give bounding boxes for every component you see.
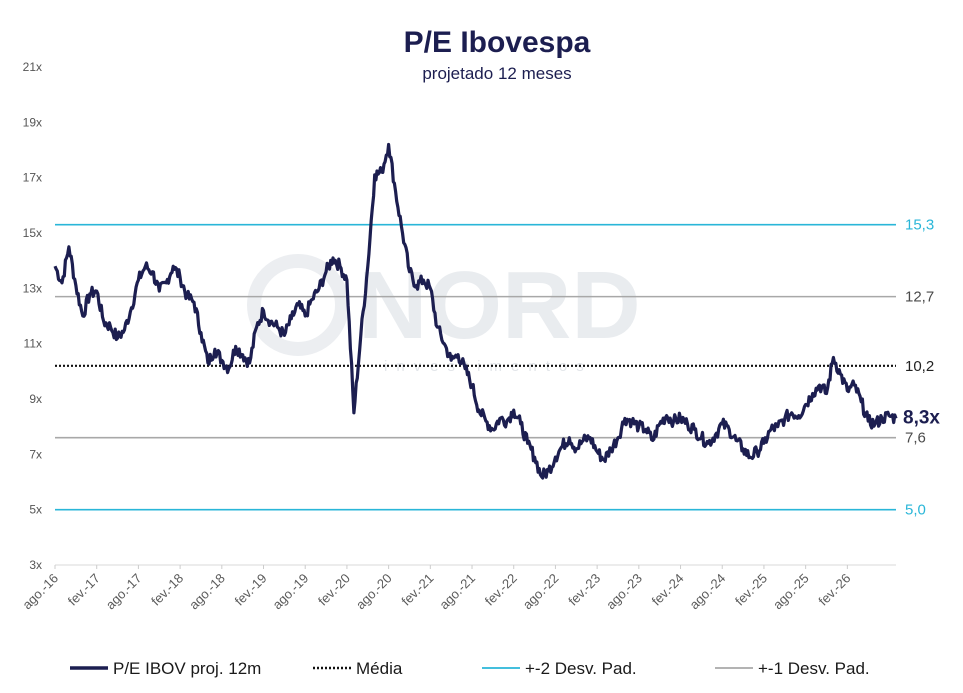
x-tick-label: fev.-23	[565, 571, 603, 609]
y-tick-label: 11x	[24, 337, 42, 351]
legend-label: P/E IBOV proj. 12m	[113, 659, 261, 678]
y-tick-label: 9x	[29, 392, 42, 406]
x-tick-label: ago.-24	[687, 571, 729, 613]
series-layer: 8,3x	[53, 142, 940, 480]
y-tick-label: 19x	[23, 115, 42, 129]
y-tick-label: 13x	[23, 281, 42, 295]
legend-label: Média	[356, 659, 403, 678]
y-tick-label: 5x	[29, 503, 42, 517]
series-line	[53, 142, 898, 480]
y-tick-label: 17x	[23, 171, 42, 185]
x-tick-label: ago.-25	[770, 571, 812, 613]
x-tick-label: fev.-17	[65, 571, 103, 609]
x-tick-label: fev.-22	[482, 571, 520, 609]
x-tick-label: fev.-20	[315, 571, 353, 609]
legend-label: +-1 Desv. Pad.	[758, 659, 870, 678]
x-tick-label: ago.-16	[19, 571, 61, 613]
watermark-logo-icon	[247, 254, 349, 356]
y-tick-label: 7x	[29, 447, 42, 461]
x-tick-label: ago.-18	[186, 571, 228, 613]
x-tick-label: fev.-19	[232, 571, 270, 609]
x-tick-label: fev.-25	[732, 571, 770, 609]
x-tick-label: fev.-24	[649, 571, 687, 609]
x-axis: ago.-16 fev.-17 ago.-17 fev.-18 ago.-18 fev.-…	[19, 564, 896, 613]
last-value-label: 8,3x	[903, 407, 940, 428]
y-tick-label: 15x	[23, 226, 42, 240]
reference-lines: 15,3 12,7 10,2 7,6 5,0	[55, 217, 934, 519]
x-tick-label: ago.-21	[436, 571, 478, 613]
y-tick-label: 3x	[29, 558, 42, 572]
reference-line-label: 10,2	[905, 358, 934, 375]
x-tick-label: fev.-18	[148, 571, 186, 609]
x-tick-label: fev.-26	[815, 571, 853, 609]
chart-subtitle: projetado 12 meses	[422, 64, 571, 83]
legend: P/E IBOV proj. 12m Média +-2 Desv. Pad. +-1…	[70, 659, 870, 678]
legend-label: +-2 Desv. Pad.	[525, 659, 637, 678]
reference-line-label: 5,0	[905, 502, 926, 519]
chart-title: P/E Ibovespa	[404, 26, 591, 59]
x-tick-label: ago.-17	[103, 571, 145, 613]
x-tick-label: ago.-19	[270, 571, 312, 613]
x-tick-label: ago.-20	[353, 571, 395, 613]
reference-line-label: 7,6	[905, 430, 926, 447]
reference-line-label: 12,7	[905, 289, 934, 306]
x-tick-label: ago.-23	[603, 571, 645, 613]
reference-line-label: 15,3	[905, 217, 934, 234]
y-axis: 3x 5x 7x 9x 11x 13x 15x 17x 19x 21x	[23, 60, 42, 572]
y-tick-label: 21x	[23, 60, 42, 74]
x-tick-label: fev.-21	[398, 571, 436, 609]
x-tick-label: ago.-22	[520, 571, 562, 613]
watermark-text: NORD	[358, 252, 641, 359]
